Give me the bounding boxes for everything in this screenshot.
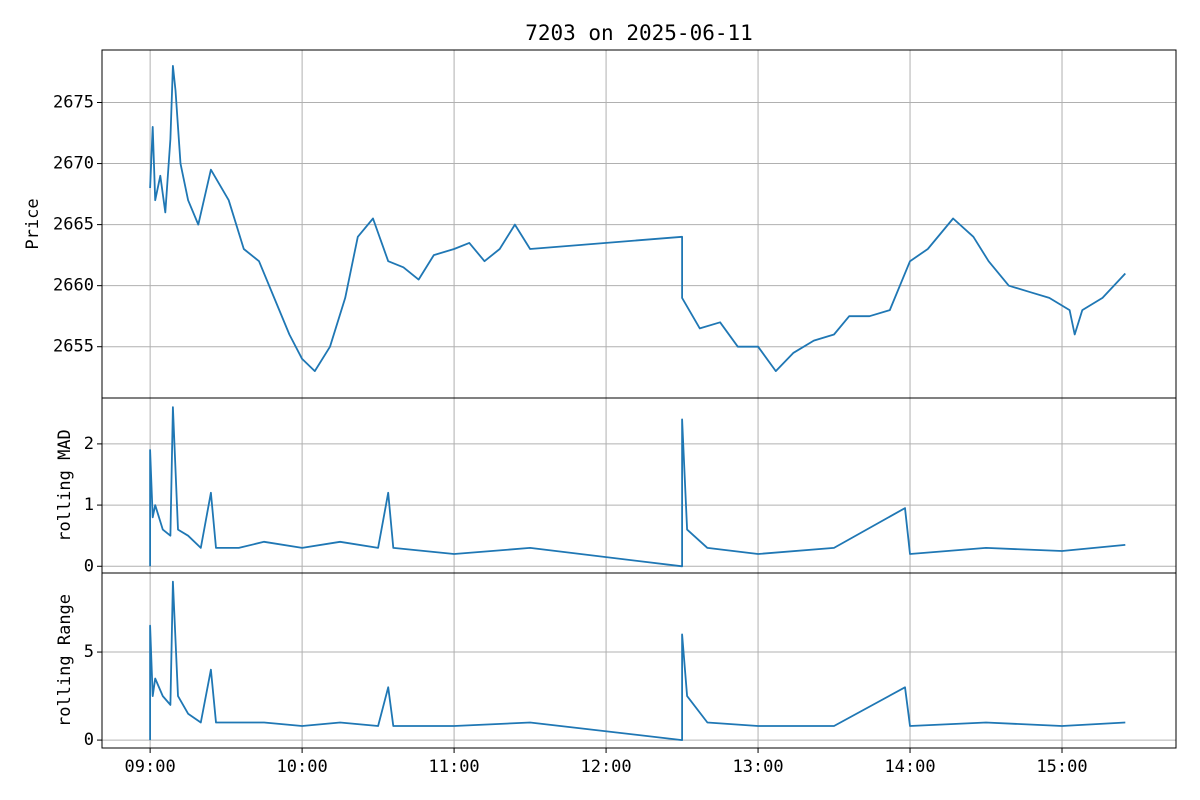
y-tick-label: 2660	[53, 276, 94, 296]
axes-frame	[101, 397, 1177, 574]
y-tick-label: 2665	[53, 215, 94, 235]
price-line	[149, 580, 1126, 741]
price-line	[149, 406, 1126, 568]
x-tick-label: 10:00	[277, 757, 328, 777]
y-tick-label: 2670	[53, 154, 94, 174]
y-tick-label: 2	[84, 434, 94, 454]
x-tick-label: 09:00	[125, 757, 176, 777]
x-tick-label: 14:00	[884, 757, 935, 777]
price-line	[149, 65, 1126, 372]
y-axis-label: rolling Range	[55, 594, 75, 727]
y-tick-label: 1	[84, 495, 94, 515]
y-tick-label: 0	[84, 730, 94, 750]
x-tick-label: 13:00	[732, 757, 783, 777]
x-tick-label: 15:00	[1036, 757, 1087, 777]
x-tick-label: 12:00	[580, 757, 631, 777]
chart-title: 7203 on 2025-06-11	[525, 21, 753, 45]
y-axis-label: rolling MAD	[55, 429, 75, 542]
y-tick-label: 2675	[53, 93, 94, 113]
axes-frame	[101, 572, 1177, 749]
x-tick-label: 11:00	[428, 757, 479, 777]
y-tick-label: 2655	[53, 337, 94, 357]
y-tick-label: 0	[84, 556, 94, 576]
y-tick-label: 5	[84, 642, 94, 662]
y-axis-label: Price	[23, 198, 43, 249]
